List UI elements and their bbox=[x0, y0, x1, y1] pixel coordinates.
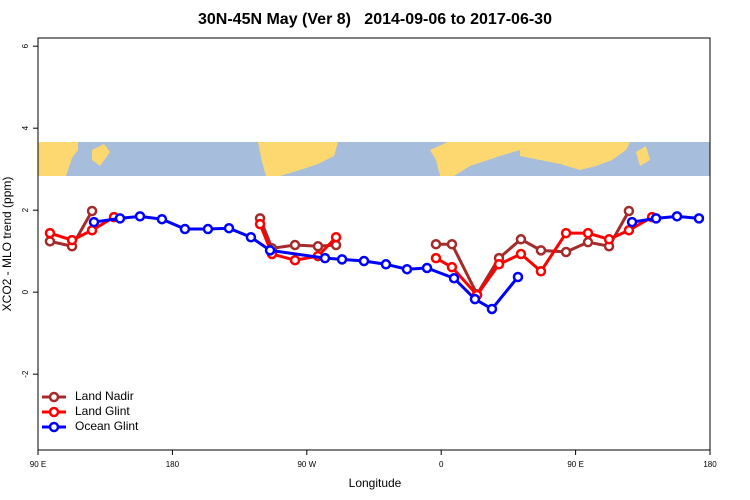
data-point bbox=[245, 231, 257, 243]
x-tick-label: 90 E bbox=[567, 460, 583, 469]
data-point bbox=[86, 205, 98, 217]
data-point bbox=[448, 272, 460, 284]
data-point bbox=[114, 213, 126, 224]
data-point bbox=[469, 293, 481, 305]
data-point bbox=[421, 262, 433, 274]
y-tick-label: 2 bbox=[21, 207, 30, 212]
x-tick-label: 90 W bbox=[297, 460, 316, 469]
data-point bbox=[312, 241, 324, 252]
x-tick-label: 90 E bbox=[30, 460, 46, 469]
x-tick-label: 180 bbox=[703, 460, 717, 469]
legend-label: Land Nadir bbox=[75, 389, 134, 403]
y-axis-label: XCO2 - MLO trend (ppm) bbox=[0, 177, 14, 312]
data-point bbox=[44, 227, 56, 239]
data-point bbox=[512, 271, 524, 283]
map-strip bbox=[38, 142, 710, 176]
data-point bbox=[134, 211, 146, 222]
data-point bbox=[401, 263, 413, 275]
data-point bbox=[626, 216, 638, 228]
y-tick-label: -2 bbox=[21, 370, 30, 378]
data-point bbox=[623, 225, 635, 236]
data-point bbox=[66, 234, 78, 246]
data-point bbox=[156, 213, 168, 225]
data-point bbox=[289, 254, 301, 266]
x-tick-label: 180 bbox=[166, 460, 180, 469]
data-point bbox=[254, 218, 266, 230]
data-point bbox=[330, 231, 342, 243]
chart-title: 30N-45N May (Ver 8) 2014-09-06 to 2017-0… bbox=[198, 11, 552, 28]
data-point bbox=[358, 255, 370, 267]
legend-label: Land Glint bbox=[75, 404, 130, 418]
y-tick-label: 4 bbox=[21, 125, 30, 130]
data-point bbox=[623, 205, 635, 217]
data-point bbox=[430, 252, 442, 264]
data-point bbox=[202, 223, 214, 235]
data-point bbox=[535, 266, 547, 277]
data-point bbox=[582, 227, 594, 239]
data-point bbox=[446, 238, 458, 250]
data-point bbox=[493, 259, 505, 270]
data-point bbox=[515, 248, 527, 260]
data-point bbox=[289, 239, 301, 251]
data-point bbox=[380, 259, 392, 270]
data-point bbox=[44, 236, 56, 247]
legend-label: Ocean Glint bbox=[75, 419, 139, 433]
data-point bbox=[179, 223, 191, 235]
data-point bbox=[515, 234, 527, 245]
legend-marker bbox=[48, 406, 60, 418]
data-point bbox=[88, 216, 100, 228]
data-point bbox=[223, 222, 235, 234]
series-line bbox=[49, 215, 653, 298]
data-point bbox=[86, 225, 98, 236]
data-point bbox=[319, 252, 331, 264]
data-point bbox=[671, 211, 683, 222]
x-axis-label: Longitude bbox=[349, 476, 402, 490]
y-tick-label: 0 bbox=[21, 289, 30, 294]
data-point bbox=[535, 245, 547, 256]
x-tick-label: 0 bbox=[439, 460, 444, 469]
plot-frame bbox=[37, 37, 711, 451]
data-point bbox=[650, 213, 662, 224]
data-point bbox=[336, 254, 348, 265]
legend-marker bbox=[48, 421, 60, 433]
data-point bbox=[486, 303, 498, 315]
data-point bbox=[446, 261, 458, 273]
data-point bbox=[560, 227, 572, 239]
data-point bbox=[264, 245, 276, 256]
data-point bbox=[693, 213, 705, 224]
legend-marker bbox=[48, 391, 60, 403]
y-tick-label: 6 bbox=[21, 43, 30, 48]
data-point bbox=[430, 238, 442, 250]
data-point bbox=[582, 236, 594, 248]
data-point bbox=[560, 246, 572, 258]
data-point bbox=[603, 234, 615, 245]
